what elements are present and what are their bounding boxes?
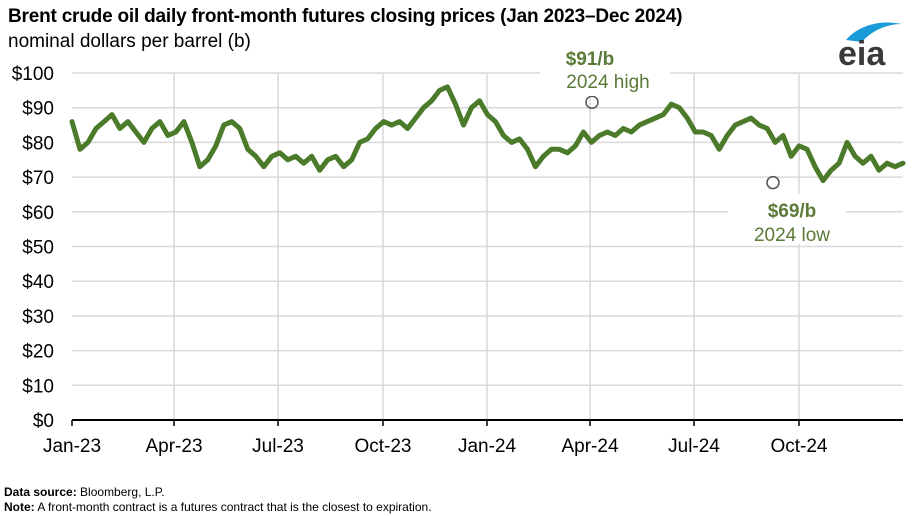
source-value: Bloomberg, L.P. <box>80 485 165 499</box>
y-tick-label: $70 <box>22 168 54 189</box>
high-annotation-value: $91/b <box>566 49 615 70</box>
low-annotation-bg <box>728 194 846 244</box>
gridlines <box>72 72 903 420</box>
y-tick-label: $0 <box>33 411 54 432</box>
x-tick-label: Apr-24 <box>561 436 618 457</box>
svg-text:eia: eia <box>838 35 886 68</box>
x-tick-label: Oct-24 <box>770 436 827 457</box>
line-chart: $0 $10 $20 $30 $40 $50 $60 $70 $80 $90 $100 Jan-23… <box>12 49 906 457</box>
chart-subtitle: nominal dollars per barrel (b) <box>8 31 251 52</box>
eia-logo-icon: eia <box>838 22 902 68</box>
x-tick-label: Jan-23 <box>43 436 101 457</box>
y-axis-ticks: $0 $10 $20 $30 $40 $50 $60 $70 $80 $90 $100 <box>12 64 54 432</box>
low-annotation-label: 2024 low <box>754 225 830 246</box>
x-tick-label: Apr-23 <box>145 436 202 457</box>
note-label: Note: <box>4 500 35 514</box>
low-marker-icon <box>766 175 780 190</box>
y-tick-label: $20 <box>22 342 54 363</box>
x-axis-ticks: Jan-23 Apr-23 Jul-23 Oct-23 Jan-24 Apr-24 Jul-… <box>43 419 903 457</box>
y-tick-label: $80 <box>22 133 54 154</box>
note-value: A front-month contract is a futures cont… <box>37 500 432 514</box>
high-marker-icon <box>585 95 599 109</box>
x-tick-label: Jul-23 <box>252 436 304 457</box>
data-source: Data source: Bloomberg, L.P. <box>4 485 165 499</box>
high-annotation-label: 2024 high <box>566 72 649 93</box>
y-tick-label: $50 <box>22 238 54 259</box>
x-tick-label: Jul-24 <box>668 436 720 457</box>
y-tick-label: $30 <box>22 307 54 328</box>
note: Note: A front-month contract is a future… <box>4 500 432 514</box>
source-label: Data source: <box>4 485 77 499</box>
chart-title: Brent crude oil daily front-month future… <box>8 6 683 27</box>
price-line <box>69 84 906 184</box>
y-tick-label: $100 <box>12 64 54 85</box>
high-annotation-bg <box>540 52 670 96</box>
y-tick-label: $40 <box>22 272 54 293</box>
low-annotation-value: $69/b <box>768 201 817 222</box>
y-tick-label: $10 <box>22 376 54 397</box>
y-tick-label: $60 <box>22 203 54 224</box>
x-tick-label: Oct-23 <box>354 436 411 457</box>
y-tick-label: $90 <box>22 99 54 120</box>
x-tick-label: Jan-24 <box>458 436 517 457</box>
